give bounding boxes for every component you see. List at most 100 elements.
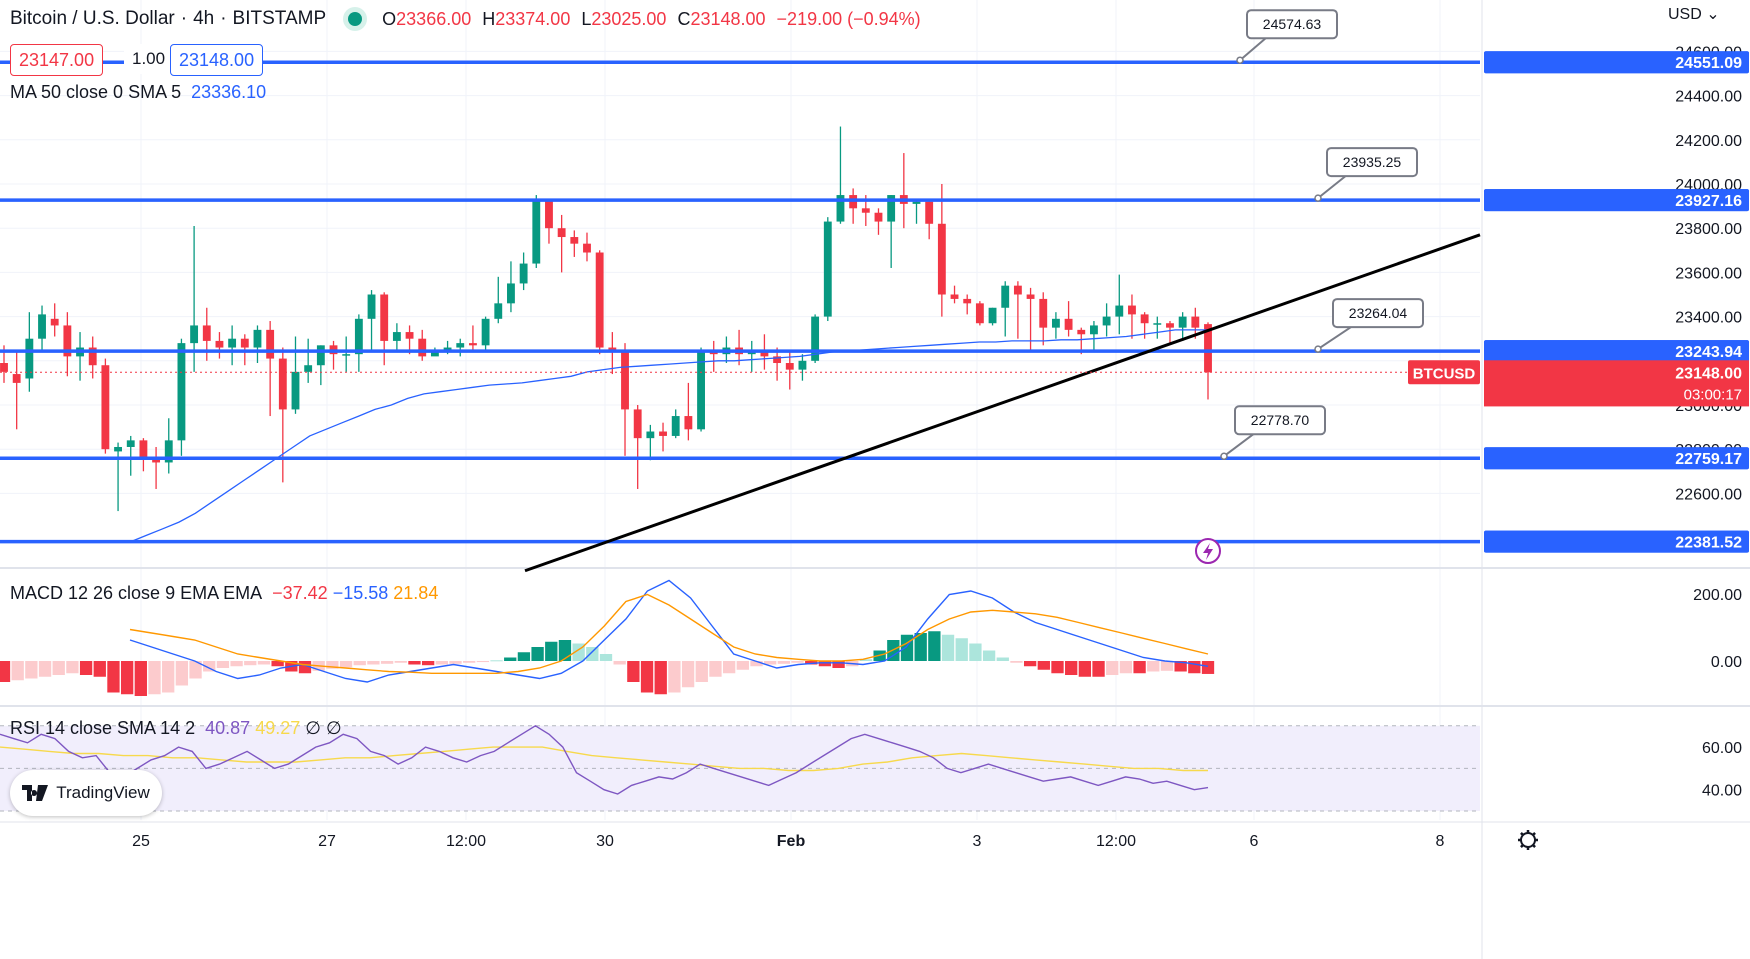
callout-leader (1223, 431, 1257, 458)
candle-body (177, 343, 186, 441)
callout-anchor (1314, 345, 1322, 353)
candle-body (1064, 318, 1073, 330)
candle-body (570, 237, 579, 244)
macd-histogram-bar (722, 661, 736, 674)
x-axis-tick: 12:00 (1096, 833, 1136, 850)
candle-body (760, 351, 769, 357)
macd-histogram-bar (134, 661, 147, 696)
candle-body (468, 343, 477, 346)
macd-histogram-bar (736, 661, 749, 670)
candle-body (1013, 285, 1022, 295)
macd-histogram-bar (1133, 661, 1146, 674)
sell-price-button[interactable]: 23147.00 (10, 44, 104, 76)
level-price-label: 22381.52 (1675, 535, 1742, 552)
settings-icon (1520, 832, 1536, 848)
candle-body (152, 458, 161, 463)
candle-body (975, 303, 984, 324)
candle-body (798, 360, 807, 370)
candle-body (811, 316, 820, 361)
candle-body (228, 338, 237, 348)
high-value: 23374.00 (495, 8, 571, 29)
candle-body (0, 363, 8, 372)
macd-histogram-bar (517, 652, 531, 661)
macd-histogram-bar (941, 634, 955, 661)
candle-body (1001, 285, 1010, 308)
candle-body (25, 338, 34, 379)
candle-body (139, 440, 148, 459)
candle-body (430, 349, 439, 357)
macd-histogram-bar (120, 661, 134, 695)
level-price-label: 24551.09 (1675, 55, 1742, 72)
y-axis-tick: 22600.00 (1675, 486, 1742, 503)
candle-body (88, 347, 97, 366)
macd-histogram-bar (244, 661, 257, 666)
macd-histogram-bar (1147, 661, 1160, 672)
tradingview-logo[interactable]: TradingView (10, 770, 162, 816)
macd-histogram-bar (1023, 661, 1037, 667)
y-axis-tick: 23600.00 (1675, 265, 1742, 282)
change-value: −219.00 (−0.94%) (776, 8, 921, 29)
candle-body (532, 199, 541, 264)
candle-body (595, 252, 604, 348)
candle-body (1140, 314, 1149, 324)
macd-axis-tick: 0.00 (1711, 654, 1742, 671)
macd-histogram-bar (353, 661, 366, 666)
candle-body (671, 416, 680, 436)
candle-body (253, 329, 262, 348)
macd-histogram-bar (1092, 661, 1105, 677)
callout-leader (1317, 324, 1355, 350)
symbol-title[interactable]: Bitcoin / U.S. Dollar (10, 8, 175, 29)
ohlc-values: O23366.00 H23374.00 L23025.00 C23148.00 … (382, 8, 921, 29)
macd-histogram-bar (545, 641, 558, 661)
macd-histogram-bar (709, 661, 722, 677)
candle-body (519, 263, 528, 284)
macd-histogram-bar (640, 661, 654, 693)
macd-histogram-bar (1051, 661, 1064, 674)
macd-histogram-bar (203, 661, 216, 672)
macd-legend[interactable]: MACD 12 26 close 9 EMA EMA −37.42 −15.58… (10, 583, 439, 603)
macd-axis-tick: 200.00 (1693, 587, 1742, 604)
macd-histogram-bar (818, 661, 832, 667)
x-axis-tick: 25 (132, 833, 150, 850)
callout-anchor (1220, 452, 1228, 460)
interval-label[interactable]: 4h (193, 8, 215, 29)
close-value: 23148.00 (690, 8, 766, 29)
macd-line-value: −15.58 (332, 583, 389, 603)
macd-histogram-bar (148, 661, 161, 695)
candle-body (1090, 325, 1098, 335)
market-open-icon (348, 12, 363, 26)
macd-histogram-bar (0, 661, 11, 682)
macd-histogram-bar (586, 647, 599, 661)
callout-anchor (1314, 194, 1322, 202)
macd-histogram-bar (832, 661, 845, 668)
y-axis-tick: 23800.00 (1675, 221, 1742, 238)
y-axis-tick: 23400.00 (1675, 310, 1742, 327)
macd-histogram-bar (750, 661, 763, 667)
macd-histogram-bar (408, 661, 421, 665)
candle-body (63, 325, 72, 357)
candle-body (963, 298, 972, 304)
macd-histogram-bar (107, 661, 120, 693)
level-price-label: 23927.16 (1675, 193, 1742, 210)
callout-box (1246, 9, 1338, 40)
y-axis-tick: 24200.00 (1675, 133, 1742, 150)
candle-body (190, 325, 199, 344)
callout-leader (1317, 173, 1349, 199)
ma-legend[interactable]: MA 50 close 0 SMA 5 23336.10 (10, 82, 267, 102)
currency-selector[interactable]: USD ⌄ (1668, 6, 1720, 23)
rsi-legend[interactable]: RSI 14 close SMA 14 2 40.87 49.27 ∅ ∅ (10, 718, 342, 738)
candle-body (291, 371, 300, 410)
macd-histogram-bar (367, 661, 380, 665)
buy-price-button[interactable]: 23148.00 (170, 44, 264, 76)
callout-label: 23935.25 (1343, 154, 1402, 170)
macd-histogram-bar (914, 633, 927, 661)
x-axis-tick: Feb (777, 833, 806, 850)
macd-histogram-bar (900, 634, 914, 661)
macd-histogram-bar (599, 654, 613, 661)
macd-histogram-bar (1078, 661, 1092, 677)
candle-body (50, 318, 59, 326)
symbol-header: Bitcoin / U.S. Dollar · 4h · BITSTAMP O2… (10, 8, 927, 30)
macd-histogram-bar (969, 643, 982, 661)
macd-histogram-bar (463, 661, 476, 663)
